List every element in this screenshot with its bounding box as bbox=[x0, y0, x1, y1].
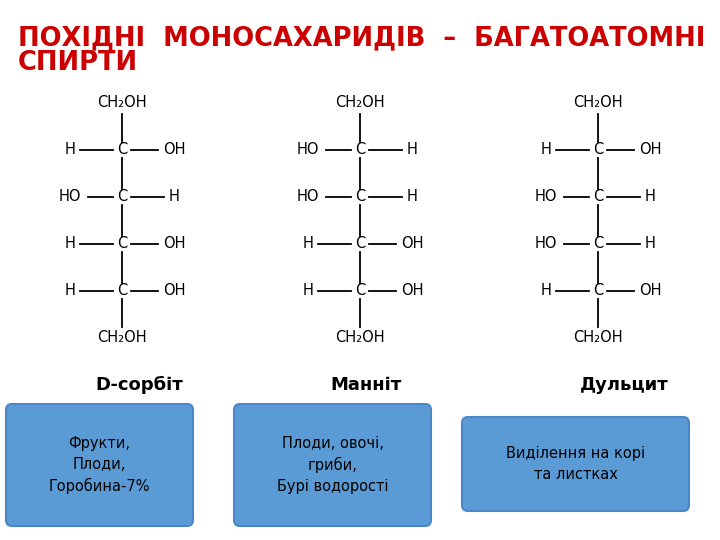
Text: Дульцит: Дульцит bbox=[580, 376, 669, 394]
Text: OH: OH bbox=[163, 236, 185, 251]
Text: C: C bbox=[117, 142, 127, 157]
Text: C: C bbox=[593, 142, 603, 157]
Text: HO: HO bbox=[535, 236, 557, 251]
Text: H: H bbox=[541, 142, 552, 157]
Text: HO: HO bbox=[59, 189, 81, 204]
Text: H: H bbox=[302, 236, 313, 251]
Text: CH₂OH: CH₂OH bbox=[573, 95, 623, 110]
Text: OH: OH bbox=[639, 283, 661, 298]
Text: ПОХІДНІ  МОНОСАХАРИДІВ  –  БАГАТОАТОМНІ: ПОХІДНІ МОНОСАХАРИДІВ – БАГАТОАТОМНІ bbox=[18, 25, 706, 51]
Text: CH₂OH: CH₂OH bbox=[97, 95, 147, 110]
Text: HO: HO bbox=[297, 189, 319, 204]
Text: HO: HO bbox=[535, 189, 557, 204]
Text: CH₂OH: CH₂OH bbox=[97, 330, 147, 345]
Text: H: H bbox=[65, 236, 76, 251]
Text: H: H bbox=[168, 189, 179, 204]
Text: H: H bbox=[644, 236, 655, 251]
Text: OH: OH bbox=[163, 283, 185, 298]
Text: Фрукти,
Плоди,
Горобина-7%: Фрукти, Плоди, Горобина-7% bbox=[49, 436, 150, 494]
Text: C: C bbox=[355, 236, 365, 251]
FancyBboxPatch shape bbox=[6, 404, 193, 526]
Text: Манніт: Манніт bbox=[330, 376, 401, 394]
Text: OH: OH bbox=[401, 283, 423, 298]
Text: Виділення на корі
та листках: Виділення на корі та листках bbox=[506, 446, 645, 482]
Text: OH: OH bbox=[639, 142, 661, 157]
Text: H: H bbox=[407, 189, 418, 204]
FancyBboxPatch shape bbox=[462, 417, 689, 511]
Text: H: H bbox=[302, 283, 313, 298]
Text: H: H bbox=[541, 283, 552, 298]
Text: C: C bbox=[355, 142, 365, 157]
Text: H: H bbox=[65, 142, 76, 157]
Text: OH: OH bbox=[163, 142, 185, 157]
Text: CH₂OH: CH₂OH bbox=[336, 330, 384, 345]
Text: HO: HO bbox=[297, 142, 319, 157]
Text: D-сорбіт: D-сорбіт bbox=[95, 376, 183, 394]
Text: C: C bbox=[593, 236, 603, 251]
Text: СПИРТИ: СПИРТИ bbox=[18, 50, 138, 76]
Text: H: H bbox=[407, 142, 418, 157]
Text: C: C bbox=[355, 283, 365, 298]
Text: C: C bbox=[117, 236, 127, 251]
Text: CH₂OH: CH₂OH bbox=[336, 95, 384, 110]
Text: C: C bbox=[117, 189, 127, 204]
Text: CH₂OH: CH₂OH bbox=[573, 330, 623, 345]
Text: C: C bbox=[355, 189, 365, 204]
Text: C: C bbox=[593, 189, 603, 204]
Text: C: C bbox=[117, 283, 127, 298]
Text: C: C bbox=[593, 283, 603, 298]
FancyBboxPatch shape bbox=[234, 404, 431, 526]
Text: H: H bbox=[65, 283, 76, 298]
Text: Плоди, овочі,
гриби,
Бурі водорості: Плоди, овочі, гриби, Бурі водорості bbox=[276, 436, 388, 495]
Text: OH: OH bbox=[401, 236, 423, 251]
Text: H: H bbox=[644, 189, 655, 204]
